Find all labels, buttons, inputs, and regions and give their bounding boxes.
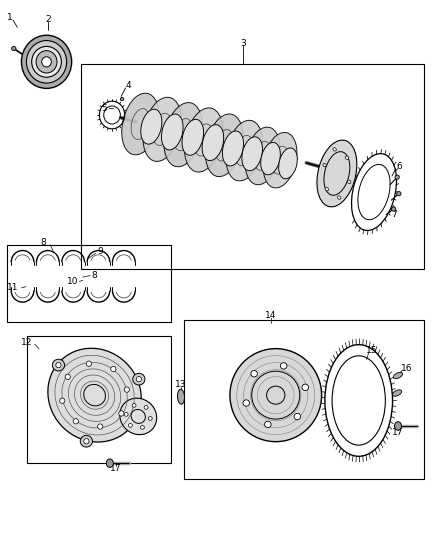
Ellipse shape — [392, 207, 396, 211]
Ellipse shape — [245, 127, 280, 185]
Ellipse shape — [261, 142, 280, 175]
Text: 17: 17 — [392, 428, 404, 437]
Ellipse shape — [111, 366, 116, 372]
Ellipse shape — [106, 459, 113, 467]
Ellipse shape — [323, 164, 326, 167]
Ellipse shape — [52, 359, 64, 371]
Ellipse shape — [120, 398, 157, 434]
Ellipse shape — [133, 373, 145, 385]
Text: 6: 6 — [396, 162, 402, 171]
Ellipse shape — [73, 418, 78, 424]
Text: 16: 16 — [401, 364, 413, 373]
Ellipse shape — [279, 148, 297, 179]
Ellipse shape — [144, 406, 148, 409]
Text: 15: 15 — [366, 346, 378, 355]
Ellipse shape — [124, 387, 130, 392]
Ellipse shape — [132, 403, 136, 407]
Ellipse shape — [48, 348, 141, 442]
Text: 8: 8 — [92, 271, 97, 280]
Ellipse shape — [60, 398, 65, 403]
Text: 14: 14 — [265, 311, 276, 320]
Ellipse shape — [347, 180, 351, 183]
Ellipse shape — [56, 362, 61, 368]
Ellipse shape — [141, 425, 145, 429]
Text: 13: 13 — [175, 380, 187, 389]
Text: 7: 7 — [391, 210, 396, 219]
Ellipse shape — [42, 57, 51, 67]
Ellipse shape — [122, 93, 159, 155]
Ellipse shape — [164, 102, 202, 167]
Ellipse shape — [223, 131, 244, 166]
Ellipse shape — [184, 108, 223, 172]
Ellipse shape — [393, 372, 403, 378]
Ellipse shape — [21, 35, 72, 88]
Ellipse shape — [182, 119, 204, 155]
Text: 8: 8 — [41, 238, 46, 247]
Ellipse shape — [395, 175, 399, 179]
Ellipse shape — [294, 414, 300, 420]
Text: 1: 1 — [7, 13, 13, 22]
Ellipse shape — [395, 422, 402, 430]
Ellipse shape — [263, 132, 297, 188]
Text: 2: 2 — [45, 15, 51, 25]
Ellipse shape — [84, 439, 89, 444]
Ellipse shape — [65, 374, 71, 379]
Ellipse shape — [148, 417, 152, 421]
Ellipse shape — [265, 421, 271, 427]
Ellipse shape — [205, 114, 243, 176]
Ellipse shape — [36, 51, 57, 73]
Text: 12: 12 — [21, 338, 32, 347]
Ellipse shape — [280, 362, 287, 369]
Ellipse shape — [12, 46, 16, 51]
Ellipse shape — [119, 411, 124, 416]
Ellipse shape — [32, 46, 61, 77]
Ellipse shape — [242, 137, 262, 171]
Ellipse shape — [86, 361, 92, 366]
Ellipse shape — [202, 125, 224, 160]
Ellipse shape — [333, 148, 336, 151]
Text: 4: 4 — [125, 81, 131, 90]
Ellipse shape — [251, 370, 258, 377]
Ellipse shape — [120, 98, 124, 101]
Ellipse shape — [230, 349, 321, 442]
Ellipse shape — [243, 400, 250, 406]
Ellipse shape — [141, 109, 162, 144]
Ellipse shape — [345, 156, 349, 159]
Ellipse shape — [26, 41, 67, 83]
Ellipse shape — [226, 120, 263, 181]
Ellipse shape — [397, 191, 401, 196]
Ellipse shape — [128, 424, 132, 427]
Ellipse shape — [98, 424, 103, 429]
Ellipse shape — [302, 384, 308, 391]
Ellipse shape — [80, 435, 92, 447]
Ellipse shape — [317, 140, 357, 207]
Ellipse shape — [325, 188, 328, 191]
Ellipse shape — [143, 97, 181, 161]
Text: 9: 9 — [97, 247, 103, 256]
Ellipse shape — [124, 413, 128, 416]
Text: 5: 5 — [102, 103, 107, 112]
Ellipse shape — [177, 389, 184, 404]
Ellipse shape — [136, 376, 141, 382]
Text: 10: 10 — [67, 277, 78, 286]
Text: 17: 17 — [110, 464, 121, 473]
Text: 11: 11 — [7, 283, 19, 292]
Ellipse shape — [392, 390, 402, 396]
Ellipse shape — [337, 196, 341, 199]
Ellipse shape — [162, 114, 183, 150]
Text: 3: 3 — [240, 39, 246, 48]
